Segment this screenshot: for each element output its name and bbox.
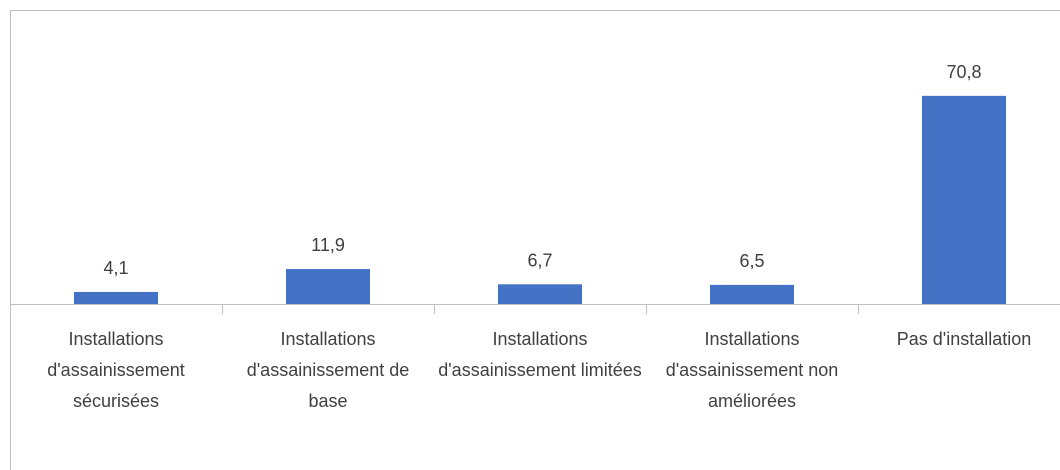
- x-tick-label: Installations d'assainissement non améli…: [665, 329, 839, 411]
- bar: [710, 284, 794, 304]
- x-tick-label: Pas d'installation: [896, 329, 1032, 349]
- x-tick-label: Installations d'assainissement limitées: [438, 329, 642, 380]
- data-label: 4,1: [103, 258, 128, 278]
- bar: [286, 269, 370, 304]
- x-tick-label: Installations d'assainissement de base: [246, 329, 410, 411]
- chart-frame: [10, 10, 1060, 470]
- data-label: 70,8: [946, 62, 981, 82]
- data-label: 6,7: [527, 250, 552, 270]
- data-label: 11,9: [311, 235, 345, 255]
- data-label: 6,5: [739, 251, 764, 271]
- x-tick-label: Installations d'assainissement sécurisée…: [47, 329, 185, 411]
- bar: [498, 284, 582, 304]
- bar: [922, 95, 1006, 305]
- bar: [74, 291, 158, 304]
